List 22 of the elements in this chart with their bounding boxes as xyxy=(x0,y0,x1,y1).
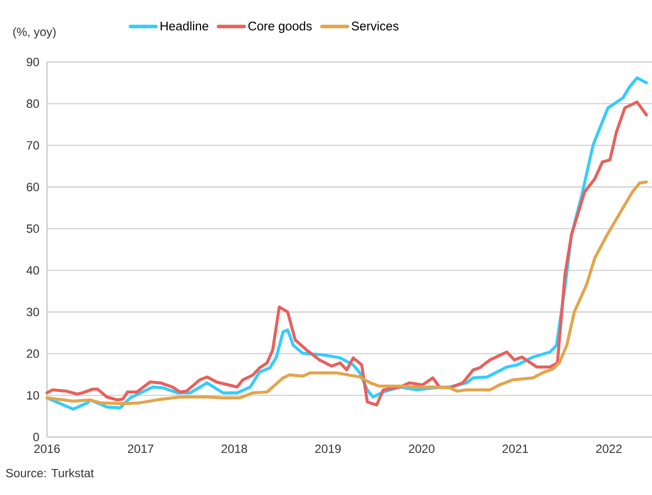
y-axis-title: (%, yoy) xyxy=(13,27,56,38)
y-tick-label: 80 xyxy=(26,99,40,108)
legend-label: Services xyxy=(352,21,398,30)
x-tick-label: 2022 xyxy=(596,444,622,453)
x-tick-label: 2020 xyxy=(408,444,434,453)
y-tick-label: 70 xyxy=(26,141,40,150)
x-tick-label: 2021 xyxy=(502,444,528,453)
y-tick-label: 50 xyxy=(26,224,40,233)
legend-label: Headline xyxy=(160,21,208,30)
y-tick-label: 30 xyxy=(26,308,40,316)
y-tick-label: 0 xyxy=(33,432,40,442)
y-tick-label: 90 xyxy=(26,58,40,66)
y-tick-label: 20 xyxy=(26,349,40,358)
x-tick-label: 2017 xyxy=(128,444,154,453)
y-tick-label: 60 xyxy=(26,182,40,192)
x-tick-label: 2018 xyxy=(222,444,248,453)
x-tick-label: 2019 xyxy=(315,444,341,453)
x-tick-label: 2016 xyxy=(34,444,60,453)
legend-label: Core goods xyxy=(248,21,312,33)
y-tick-label: 10 xyxy=(27,391,40,400)
y-tick-label: 40 xyxy=(26,266,40,275)
source-note: Source: Turkstat xyxy=(6,468,94,478)
